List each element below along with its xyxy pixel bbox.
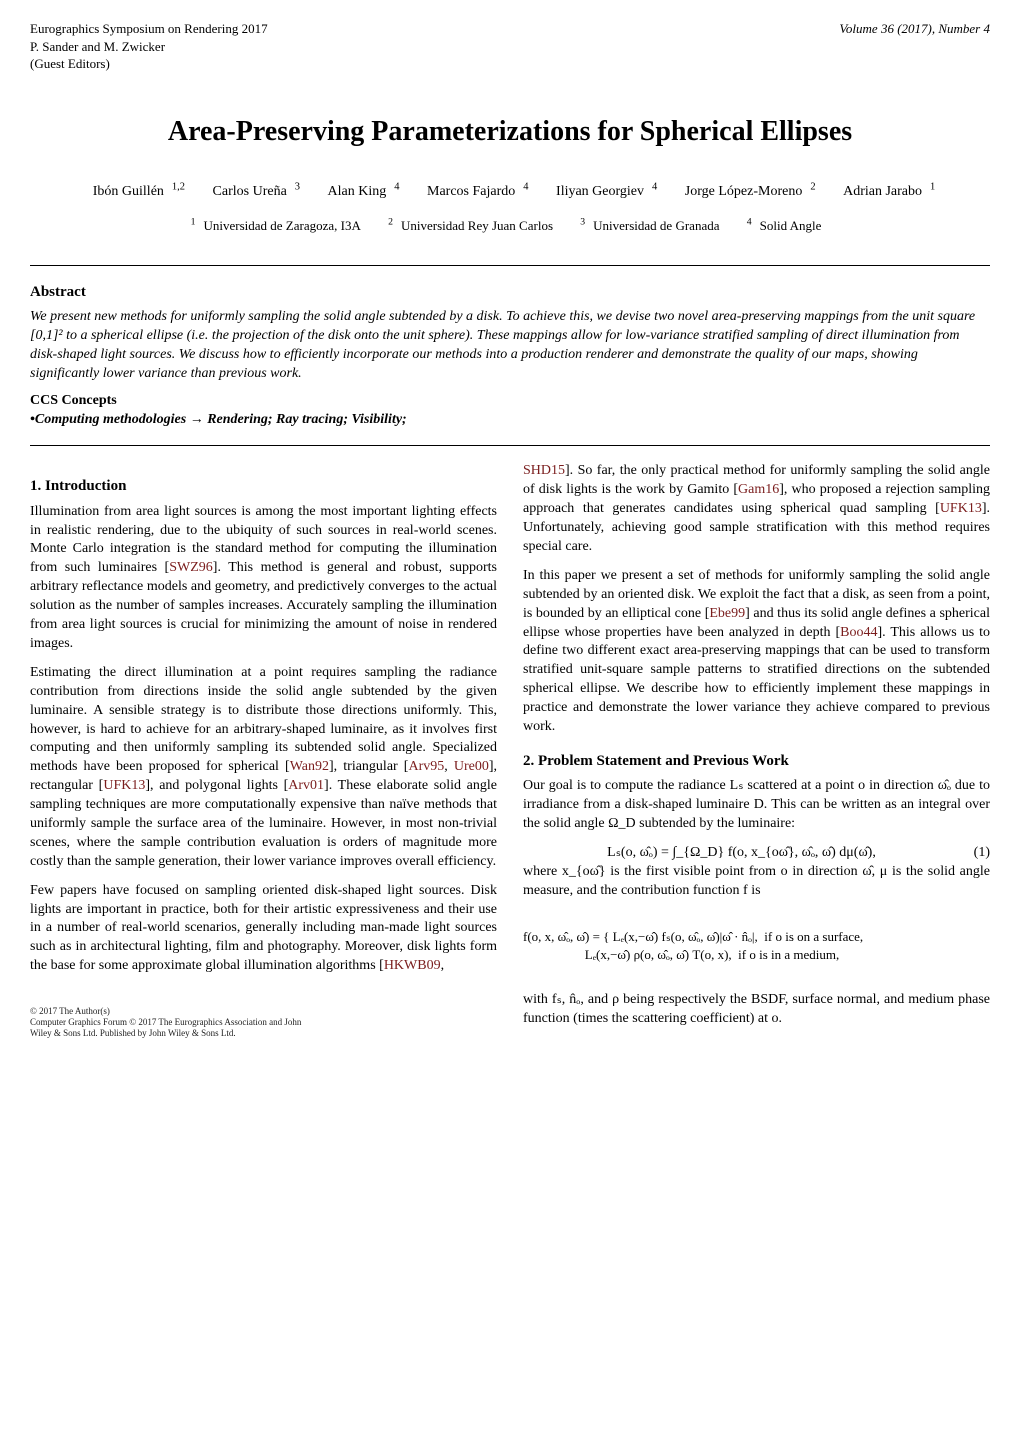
section-heading-problem: 2. Problem Statement and Previous Work: [523, 751, 990, 771]
problem-paragraph-2: where x_{oω̂} is the first visible point…: [523, 863, 990, 901]
affiliation: 4 Solid Angle: [747, 218, 830, 233]
citation[interactable]: UFK13: [940, 501, 982, 516]
affiliation: 2 Universidad Rey Juan Carlos: [388, 218, 561, 233]
affiliations: 1 Universidad de Zaragoza, I3A 2 Universid…: [30, 216, 990, 235]
venue-block: Eurographics Symposium on Rendering 2017…: [30, 20, 268, 73]
author-aff: 2: [810, 181, 815, 192]
author: Ibón Guillén 1,2: [85, 184, 185, 199]
author: Iliyan Georgiev 4: [548, 184, 657, 199]
aff-num: 1: [191, 217, 196, 228]
footer-line2: Computer Graphics Forum © 2017 The Eurog…: [30, 1017, 497, 1028]
section-heading-intro: 1. Introduction: [30, 476, 497, 496]
aff-num: 2: [388, 217, 393, 228]
aff-text: Solid Angle: [760, 218, 822, 233]
venue-line1: Eurographics Symposium on Rendering 2017: [30, 20, 268, 38]
problem-paragraph-3: with fₛ, n̂ₒ, and ρ being respectively t…: [523, 991, 990, 1029]
citation[interactable]: HKWB09: [384, 958, 441, 973]
equation-case-bottom: Lₑ(x,−ω̂) ρ(o, ω̂ₒ, ω̂) T(o, x), if o is…: [523, 947, 839, 962]
citation[interactable]: Arv01: [288, 778, 324, 793]
author-name: Adrian Jarabo: [843, 184, 922, 199]
equation-body: Lₛ(o, ω̂ₒ) = ∫_{Ω_D} f(o, x_{oω̂}, ω̂ₒ, …: [523, 844, 960, 863]
affiliation: 3 Universidad de Granada: [580, 218, 727, 233]
citation[interactable]: Ebe99: [709, 606, 745, 621]
text: ]. This allows us to define two differen…: [523, 625, 990, 734]
author: Alan King 4: [320, 184, 400, 199]
abstract-heading: Abstract: [30, 282, 990, 302]
author: Carlos Ureña 3: [205, 184, 301, 199]
intro-paragraph-4: In this paper we present a set of method…: [523, 567, 990, 737]
author-name: Ibón Guillén: [93, 184, 164, 199]
citation[interactable]: Ure00: [454, 759, 489, 774]
right-column: SHD15]. So far, the only practical metho…: [523, 462, 990, 1038]
equation-number: (1): [960, 844, 990, 863]
citation[interactable]: Boo44: [840, 625, 877, 640]
text: Estimating the direct illumination at a …: [30, 665, 497, 774]
author: Adrian Jarabo 1: [835, 184, 935, 199]
aff-text: Universidad de Zaragoza, I3A: [203, 218, 360, 233]
author-name: Carlos Ureña: [213, 184, 287, 199]
citation[interactable]: Wan92: [290, 759, 329, 774]
author-name: Alan King: [328, 184, 387, 199]
abstract-block: Abstract We present new methods for unif…: [30, 282, 990, 430]
ccs-body: •Computing methodologies → Rendering; Ra…: [30, 411, 990, 430]
volume-info: Volume 36 (2017), Number 4: [839, 20, 990, 73]
author: Jorge López-Moreno 2: [677, 184, 816, 199]
equation-case-top: f(o, x, ω̂ₒ, ω̂) = { Lₑ(x,−ω̂) fₛ(o, ω̂ₒ…: [523, 929, 863, 944]
citation[interactable]: Arv95: [408, 759, 444, 774]
venue-line2: P. Sander and M. Zwicker: [30, 38, 268, 56]
aff-text: Universidad Rey Juan Carlos: [401, 218, 553, 233]
author-name: Jorge López-Moreno: [685, 184, 803, 199]
rule-top: [30, 265, 990, 266]
affiliation: 1 Universidad de Zaragoza, I3A: [191, 218, 369, 233]
author-aff: 3: [295, 181, 300, 192]
author-aff: 1,2: [172, 181, 185, 192]
text: ], triangular [: [329, 759, 408, 774]
author-aff: 4: [394, 181, 399, 192]
volume-text: Volume 36 (2017), Number 4: [839, 21, 990, 36]
author-aff: 1: [930, 181, 935, 192]
venue-line3: (Guest Editors): [30, 55, 268, 73]
citation[interactable]: UFK13: [103, 778, 145, 793]
ccs-heading: CCS Concepts: [30, 392, 990, 411]
copyright-line: © 2017 The Author(s): [30, 1006, 497, 1017]
intro-paragraph-2: Estimating the direct illumination at a …: [30, 664, 497, 872]
author: Marcos Fajardo 4: [419, 184, 529, 199]
aff-num: 4: [747, 217, 752, 228]
author-name: Iliyan Georgiev: [556, 184, 644, 199]
author-aff: 4: [523, 181, 528, 192]
equation-2: f(o, x, ω̂ₒ, ω̂) = { Lₑ(x,−ω̂) fₛ(o, ω̂ₒ…: [523, 911, 990, 981]
ccs-prefix: •Computing methodologies →: [30, 412, 204, 427]
equation-1: Lₛ(o, ω̂ₒ) = ∫_{Ω_D} f(o, x_{oω̂}, ω̂ₒ, …: [523, 844, 990, 863]
author-name: Marcos Fajardo: [427, 184, 515, 199]
paper-title: Area-Preserving Parameterizations for Sp…: [30, 113, 990, 151]
intro-paragraph-3-left: Few papers have focused on sampling orie…: [30, 882, 497, 976]
text: ], and polygonal lights [: [145, 778, 288, 793]
citation[interactable]: Gam16: [738, 482, 779, 497]
page-footer: © 2017 The Author(s) Computer Graphics F…: [30, 1006, 497, 1038]
two-column-body: 1. Introduction Illumination from area l…: [30, 462, 990, 1038]
aff-num: 3: [580, 217, 585, 228]
abstract-body: We present new methods for uniformly sam…: [30, 308, 990, 384]
problem-paragraph-1: Our goal is to compute the radiance Lₛ s…: [523, 777, 990, 834]
ccs-rest: Rendering; Ray tracing; Visibility;: [204, 412, 407, 427]
aff-text: Universidad de Granada: [593, 218, 719, 233]
rule-bottom: [30, 445, 990, 446]
page-header: Eurographics Symposium on Rendering 2017…: [30, 20, 990, 73]
intro-paragraph-1: Illumination from area light sources is …: [30, 503, 497, 654]
left-column: 1. Introduction Illumination from area l…: [30, 462, 497, 1038]
author-aff: 4: [652, 181, 657, 192]
authors-list: Ibón Guillén 1,2 Carlos Ureña 3 Alan King 4…: [30, 180, 990, 202]
footer-line3: Wiley & Sons Ltd. Published by John Wile…: [30, 1028, 497, 1039]
citation[interactable]: SWZ96: [169, 560, 213, 575]
intro-paragraph-3-right: SHD15]. So far, the only practical metho…: [523, 462, 990, 556]
citation[interactable]: SHD15: [523, 463, 565, 478]
